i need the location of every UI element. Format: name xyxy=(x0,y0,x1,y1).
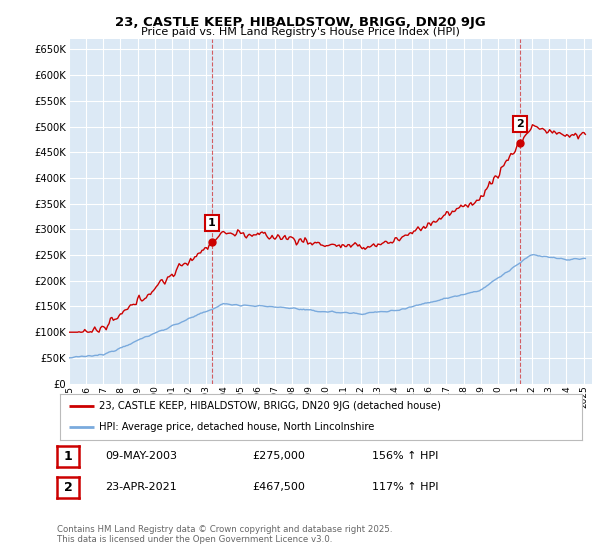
Text: Contains HM Land Registry data © Crown copyright and database right 2025.
This d: Contains HM Land Registry data © Crown c… xyxy=(57,525,392,544)
Text: 2: 2 xyxy=(64,481,73,494)
Text: 117% ↑ HPI: 117% ↑ HPI xyxy=(372,482,439,492)
Text: 23, CASTLE KEEP, HIBALDSTOW, BRIGG, DN20 9JG: 23, CASTLE KEEP, HIBALDSTOW, BRIGG, DN20… xyxy=(115,16,485,29)
Text: 156% ↑ HPI: 156% ↑ HPI xyxy=(372,451,439,461)
Text: 2: 2 xyxy=(515,119,523,129)
Text: 09-MAY-2003: 09-MAY-2003 xyxy=(105,451,177,461)
Text: £275,000: £275,000 xyxy=(252,451,305,461)
Text: £467,500: £467,500 xyxy=(252,482,305,492)
Text: 1: 1 xyxy=(208,218,216,228)
Text: 23-APR-2021: 23-APR-2021 xyxy=(105,482,177,492)
Text: Price paid vs. HM Land Registry's House Price Index (HPI): Price paid vs. HM Land Registry's House … xyxy=(140,27,460,37)
Text: HPI: Average price, detached house, North Lincolnshire: HPI: Average price, detached house, Nort… xyxy=(99,422,374,432)
Text: 23, CASTLE KEEP, HIBALDSTOW, BRIGG, DN20 9JG (detached house): 23, CASTLE KEEP, HIBALDSTOW, BRIGG, DN20… xyxy=(99,401,441,411)
Text: 1: 1 xyxy=(64,450,73,463)
